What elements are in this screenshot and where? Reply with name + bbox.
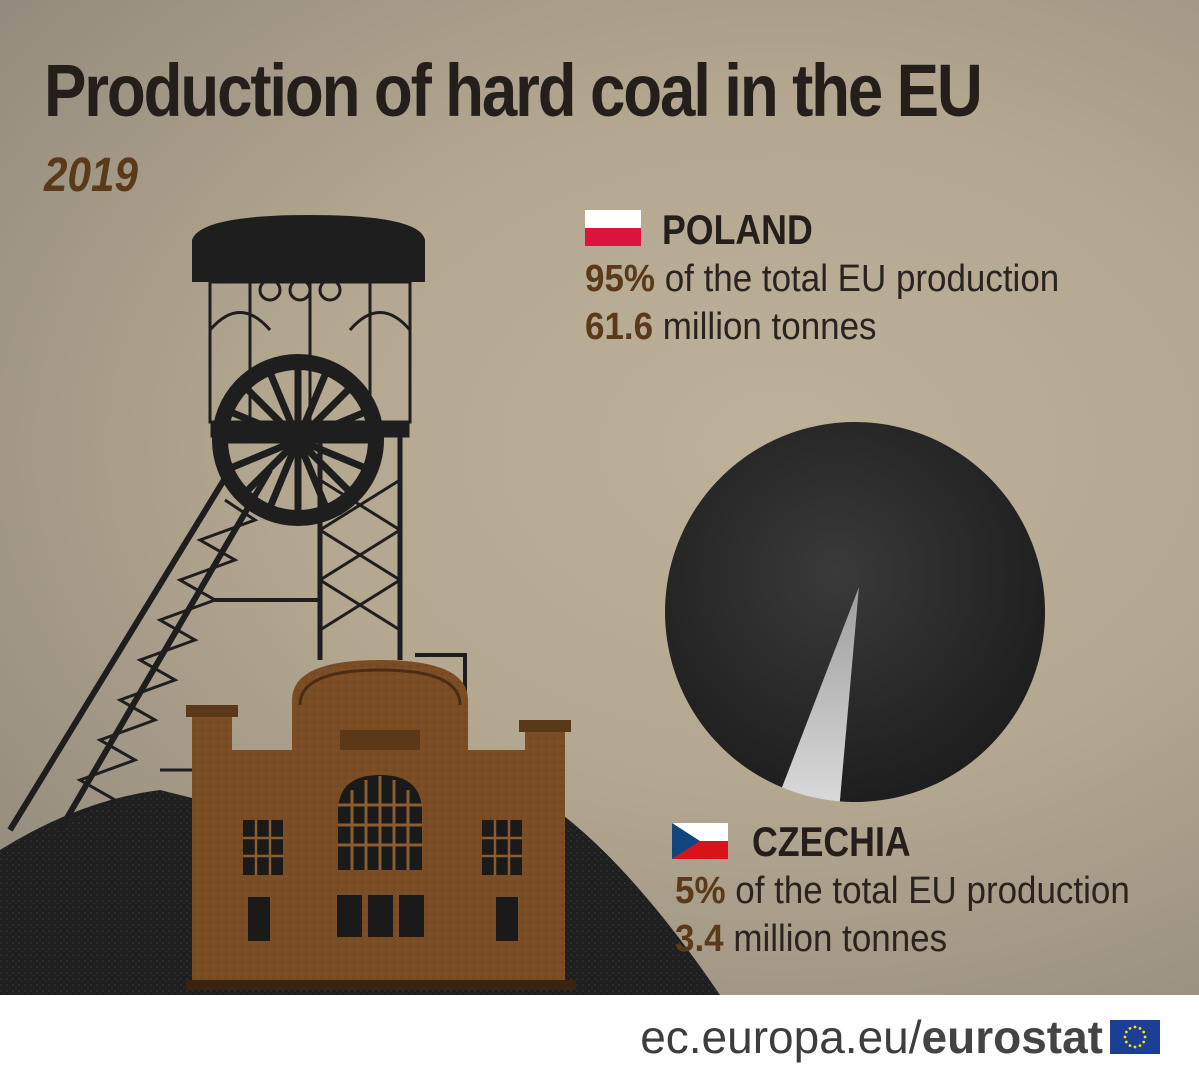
coal-mine-illustration [0, 215, 720, 995]
poland-share-value: 95% [585, 258, 655, 300]
winding-wheel-icon [212, 354, 384, 526]
page-title: Production of hard coal in the EU [44, 49, 983, 132]
url-prefix: ec.europa.eu/ [640, 1011, 922, 1063]
poland-amount-line: 61.6 million tonnes [585, 306, 877, 349]
infographic-canvas: Production of hard coal in the EU 2019 P… [0, 0, 1199, 995]
czechia-amount-value: 3.4 [675, 918, 724, 960]
mine-building [186, 660, 576, 990]
eu-star [1142, 1030, 1146, 1034]
eu-star [1142, 1040, 1146, 1044]
poland-share-line: 95% of the total EU production [585, 258, 1059, 301]
poland-share-text: of the total EU production [664, 258, 1060, 300]
eu-star [1133, 1045, 1137, 1049]
eurostat-url[interactable]: ec.europa.eu/eurostat [640, 1010, 1103, 1064]
czechia-amount-text: million tonnes [733, 918, 948, 960]
production-pie-chart [665, 422, 1046, 802]
eu-star [1138, 1044, 1142, 1048]
czechia-flag-icon [672, 823, 728, 859]
eu-star [1133, 1025, 1137, 1029]
eu-star [1138, 1026, 1142, 1030]
pie-slice-czechia [782, 587, 859, 802]
eu-star [1124, 1040, 1128, 1044]
eu-flag-icon [1110, 1020, 1160, 1054]
eu-star [1123, 1035, 1127, 1039]
czechia-amount-line: 3.4 million tonnes [675, 918, 947, 961]
czechia-share-value: 5% [675, 870, 726, 912]
czechia-share-line: 5% of the total EU production [675, 870, 1130, 913]
eurostat-brand: eurostat [921, 1011, 1103, 1063]
czechia-share-text: of the total EU production [735, 870, 1130, 912]
eu-star [1128, 1044, 1132, 1048]
eu-star [1124, 1030, 1128, 1034]
eu-star [1128, 1026, 1132, 1030]
coal-heap-left [0, 790, 200, 995]
czechia-label: CZECHIA [752, 818, 911, 865]
eu-star [1143, 1035, 1147, 1039]
chart-year: 2019 [44, 149, 138, 202]
poland-amount-text: million tonnes [662, 306, 877, 348]
headframe-roof [192, 215, 425, 282]
poland-flag-icon [585, 210, 641, 246]
poland-label: POLAND [662, 206, 813, 253]
poland-amount-value: 61.6 [585, 306, 654, 348]
